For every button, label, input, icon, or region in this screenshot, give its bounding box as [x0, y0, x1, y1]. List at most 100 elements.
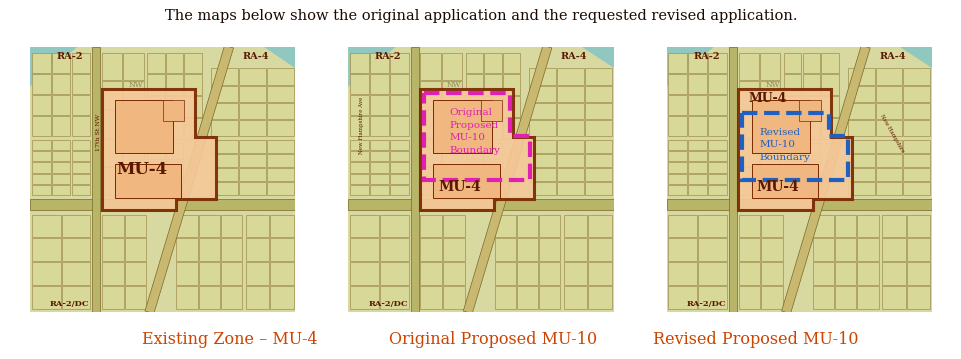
Bar [503, 96, 520, 117]
Bar [483, 160, 502, 177]
Bar [165, 74, 184, 95]
Bar [847, 69, 874, 85]
Text: MU-4: MU-4 [748, 93, 786, 106]
Bar [783, 96, 801, 117]
Polygon shape [145, 45, 234, 314]
Bar [668, 215, 697, 237]
Bar [821, 52, 838, 73]
Bar [162, 100, 184, 121]
Bar [556, 154, 583, 167]
Bar [370, 95, 388, 115]
Bar [584, 168, 611, 181]
Bar [799, 100, 820, 121]
Bar [834, 215, 855, 237]
Bar [902, 120, 929, 136]
Bar [668, 95, 686, 115]
Bar [443, 238, 464, 261]
Text: MU-4: MU-4 [438, 181, 480, 195]
Bar [847, 168, 874, 181]
Text: RA-4: RA-4 [242, 52, 269, 61]
Bar [738, 262, 759, 285]
Bar [760, 262, 782, 285]
Bar [52, 95, 70, 115]
Bar [812, 238, 833, 261]
Bar [738, 110, 758, 137]
Bar [32, 95, 51, 115]
Bar [847, 120, 874, 136]
Bar [52, 174, 70, 184]
Bar [220, 262, 241, 285]
Bar [821, 96, 838, 117]
Bar [266, 103, 293, 119]
Bar [707, 185, 727, 195]
Bar [210, 69, 237, 85]
Bar [847, 182, 874, 195]
Bar [52, 163, 70, 173]
Bar [584, 103, 611, 119]
Bar [380, 215, 408, 237]
Bar [123, 81, 143, 109]
Bar [266, 69, 293, 85]
Bar [32, 286, 61, 309]
Polygon shape [581, 47, 613, 68]
Text: New Hampshire: New Hampshire [878, 114, 904, 154]
Bar [875, 86, 901, 102]
Text: RA-2/DC: RA-2/DC [50, 300, 89, 308]
Bar [698, 238, 727, 261]
Bar [503, 118, 520, 139]
Text: NW: NW [129, 80, 143, 89]
Bar [707, 52, 727, 73]
Bar [443, 262, 464, 285]
Bar [556, 120, 583, 136]
Bar [480, 100, 502, 121]
Bar [370, 140, 388, 150]
Text: RA-2/DC: RA-2/DC [686, 300, 726, 308]
Bar [801, 52, 819, 73]
Bar [389, 140, 408, 150]
Bar [483, 178, 502, 195]
Text: The maps below show the original application and the requested revised applicati: The maps below show the original applica… [164, 9, 797, 23]
Bar [165, 118, 184, 139]
Text: NW: NW [765, 80, 779, 89]
Bar [389, 185, 408, 195]
Bar [52, 140, 70, 150]
Bar [738, 81, 758, 109]
Bar [494, 238, 515, 261]
Bar [834, 238, 855, 261]
Bar [52, 185, 70, 195]
Bar [529, 69, 555, 85]
Bar [270, 215, 293, 237]
Bar [834, 286, 855, 309]
Bar [380, 286, 408, 309]
Bar [881, 286, 905, 309]
Bar [123, 139, 143, 166]
Bar [875, 140, 901, 153]
Bar [420, 52, 440, 80]
Bar [875, 182, 901, 195]
Bar [102, 262, 123, 285]
Bar [370, 52, 388, 73]
Bar [32, 174, 51, 184]
Bar [801, 143, 819, 159]
Bar [563, 215, 587, 237]
Bar [847, 140, 874, 153]
Bar [147, 143, 164, 159]
Bar [687, 116, 706, 136]
Bar [32, 262, 61, 285]
Bar [738, 238, 759, 261]
Bar [516, 286, 537, 309]
Bar [125, 262, 146, 285]
Bar [114, 164, 181, 198]
Bar [350, 238, 379, 261]
Bar [759, 52, 779, 80]
Bar [220, 215, 241, 237]
Bar [483, 52, 502, 73]
Bar [760, 215, 782, 237]
Bar [123, 110, 143, 137]
Bar [220, 238, 241, 261]
Bar [350, 74, 368, 94]
Bar [847, 154, 874, 167]
Bar [71, 140, 90, 150]
Bar [270, 286, 293, 309]
Bar [760, 238, 782, 261]
